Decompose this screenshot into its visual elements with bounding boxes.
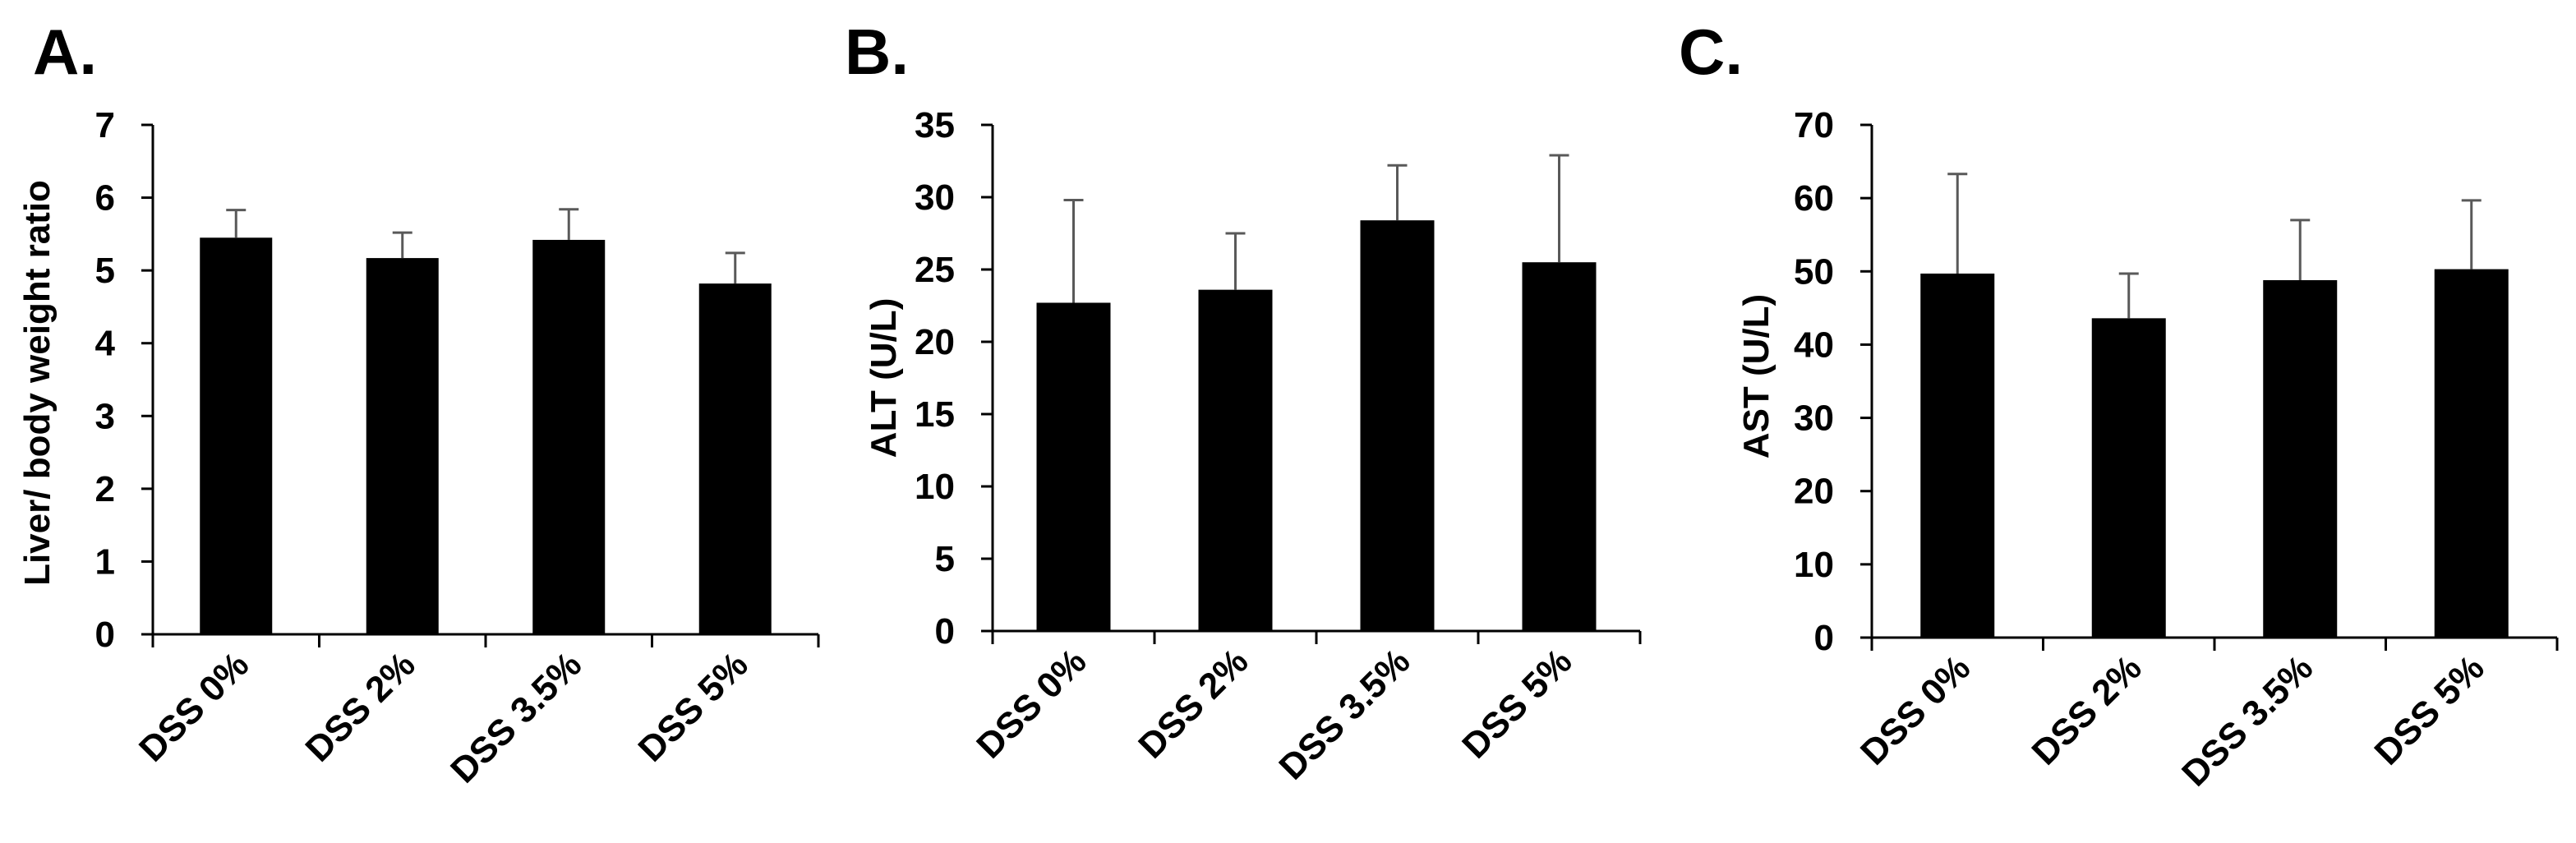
bar [2263,279,2338,638]
bar [698,283,772,634]
bar [532,239,606,634]
y-tick-label: 2 [95,469,115,509]
bar [2091,318,2166,638]
panel-letter: C. [1679,16,1743,88]
y-tick-label: 0 [935,611,955,652]
bar [1920,273,1995,638]
y-axis-label: ALT (U/L) [864,298,904,458]
y-tick-label: 0 [1814,618,1834,658]
panel-letter: B. [845,16,909,88]
y-tick-label: 40 [1794,325,1834,365]
y-axis-label: Liver/ body weight ratio [17,180,58,586]
y-tick-label: 5 [935,539,955,579]
y-tick-label: 5 [95,251,115,291]
y-tick-label: 25 [915,250,955,290]
bar [366,258,439,634]
bar [1036,302,1111,631]
y-tick-label: 60 [1794,178,1834,219]
y-tick-label: 6 [95,178,115,219]
bar [1522,262,1597,631]
y-tick-label: 30 [1794,398,1834,439]
panel-letter: A. [33,16,97,88]
y-tick-label: 10 [915,467,955,507]
y-tick-label: 20 [915,322,955,362]
y-tick-label: 3 [95,396,115,436]
y-tick-label: 7 [95,105,115,145]
y-tick-label: 1 [95,541,115,582]
y-tick-label: 15 [915,394,955,435]
y-tick-label: 30 [915,177,955,218]
y-tick-label: 4 [95,324,116,364]
y-tick-label: 50 [1794,251,1834,292]
bar [200,237,273,634]
bar [1198,289,1273,631]
y-tick-label: 35 [915,105,955,145]
bar [2434,269,2509,638]
y-tick-label: 70 [1794,105,1834,145]
y-tick-label: 20 [1794,472,1834,512]
y-tick-label: 10 [1794,545,1834,585]
y-tick-label: 0 [95,615,115,655]
bar [1360,220,1435,631]
y-axis-label: AST (U/L) [1736,294,1776,458]
